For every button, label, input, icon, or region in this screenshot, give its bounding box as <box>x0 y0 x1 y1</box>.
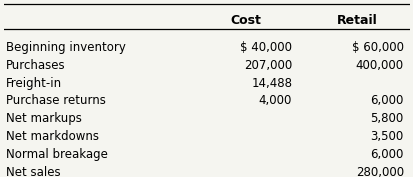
Text: 280,000: 280,000 <box>355 166 403 177</box>
Text: Purchases: Purchases <box>6 59 66 72</box>
Text: 207,000: 207,000 <box>243 59 292 72</box>
Text: 6,000: 6,000 <box>370 148 403 161</box>
Text: 4,000: 4,000 <box>258 94 292 107</box>
Text: Net markups: Net markups <box>6 112 82 125</box>
Text: Purchase returns: Purchase returns <box>6 94 106 107</box>
Text: Net sales: Net sales <box>6 166 61 177</box>
Text: Cost: Cost <box>230 14 260 27</box>
Text: Net markdowns: Net markdowns <box>6 130 99 143</box>
Text: 14,488: 14,488 <box>251 76 292 90</box>
Text: $ 40,000: $ 40,000 <box>240 41 292 54</box>
Text: Retail: Retail <box>336 14 377 27</box>
Text: 6,000: 6,000 <box>370 94 403 107</box>
Text: Freight-in: Freight-in <box>6 76 62 90</box>
Text: $ 60,000: $ 60,000 <box>351 41 403 54</box>
Text: Normal breakage: Normal breakage <box>6 148 108 161</box>
Text: 3,500: 3,500 <box>370 130 403 143</box>
Text: 5,800: 5,800 <box>370 112 403 125</box>
Text: Beginning inventory: Beginning inventory <box>6 41 126 54</box>
Text: 400,000: 400,000 <box>355 59 403 72</box>
